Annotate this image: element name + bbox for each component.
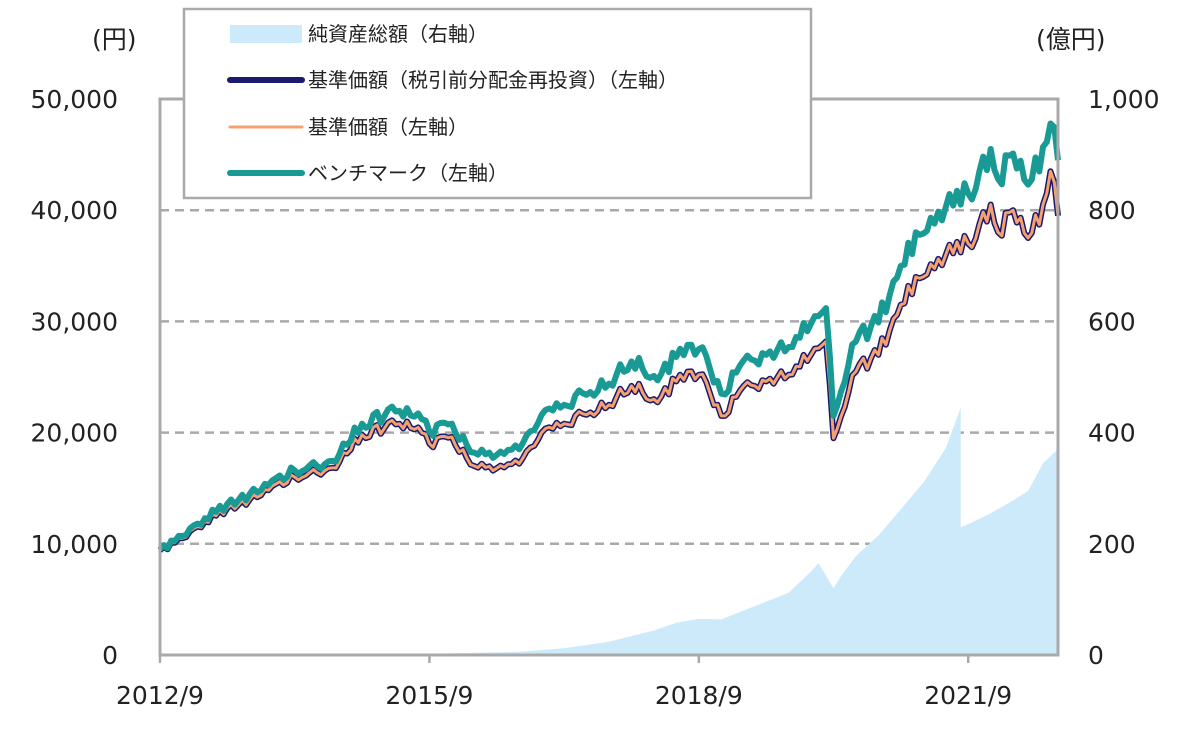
legend-label: ベンチマーク（左軸） [308,161,508,185]
x-tick-label: 2012/9 [116,681,204,710]
nav-line [158,169,1060,552]
legend-label: 基準価額（左軸） [308,115,468,139]
right-tick-label: 400 [1088,419,1136,448]
x-tick-label: 2015/9 [385,681,473,710]
legend-label: 基準価額（税引前分配金再投資）（左軸） [308,68,678,92]
net-assets-area-layer [160,407,1058,655]
right-tick-label: 800 [1088,196,1136,225]
x-axis-ticks: 2012/9 2015/9 2018/9 2021/9 [116,655,1012,710]
left-tick-label: 50,000 [31,85,118,114]
left-axis-unit: (円) [92,25,137,54]
left-axis-ticks: 0 10,000 20,000 30,000 40,000 50,000 [31,85,118,670]
right-tick-label: 1,000 [1088,85,1160,114]
x-tick-label: 2021/9 [924,681,1012,710]
series-lines-layer [157,120,1061,553]
net-assets-area [160,407,1058,655]
left-tick-label: 0 [102,641,118,670]
right-tick-label: 200 [1088,530,1136,559]
left-tick-label: 10,000 [31,530,118,559]
right-tick-label: 0 [1088,641,1104,670]
legend-swatch-net-assets [230,25,302,43]
x-tick-label: 2018/9 [655,681,743,710]
right-tick-label: 600 [1088,307,1136,336]
left-tick-label: 30,000 [31,307,118,336]
right-axis-ticks: 0 200 400 600 800 1,000 [1088,85,1160,670]
benchmark-line [157,120,1061,552]
right-axis-unit: (億円) [1036,25,1106,54]
left-tick-label: 20,000 [31,419,118,448]
legend: 純資産総額（右軸） 基準価額（税引前分配金再投資）（左軸） 基準価額（左軸） ベンチマ… [182,7,813,200]
left-tick-label: 40,000 [31,196,118,225]
legend-label: 純資産総額（右軸） [308,22,488,46]
